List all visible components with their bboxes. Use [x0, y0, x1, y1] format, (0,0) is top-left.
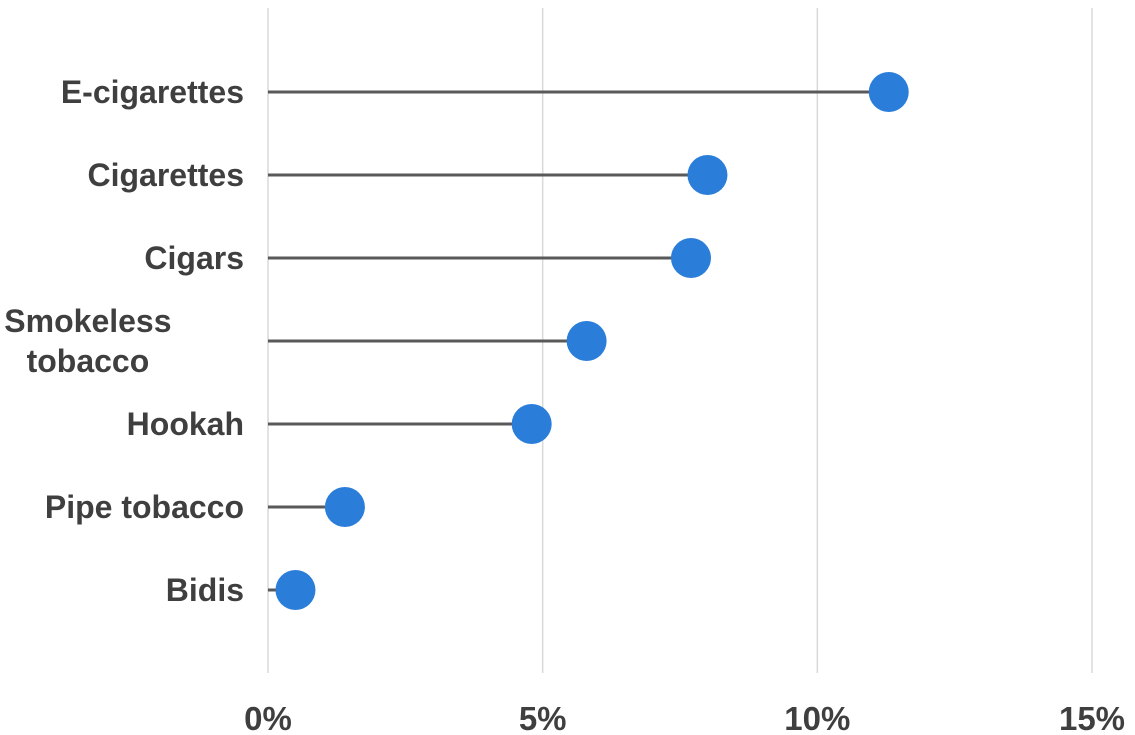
category-label: Hookah [127, 406, 244, 442]
category-label: Pipe tobacco [45, 489, 244, 525]
markers [275, 72, 909, 610]
category-label: Bidis [166, 572, 244, 608]
category-label: Cigarettes [88, 157, 245, 193]
category-label: Cigars [144, 240, 244, 276]
marker-point [670, 238, 711, 278]
x-tick-label: 5% [519, 700, 567, 735]
marker-point [868, 72, 909, 112]
marker-point [275, 570, 316, 610]
marker-point [566, 321, 607, 361]
x-tick-labels: 0% 5% 10% 15% [244, 700, 1125, 735]
x-tick-label: 15% [1059, 700, 1125, 735]
marker-point [324, 487, 365, 527]
stems [268, 90, 889, 592]
x-tick-label: 0% [244, 700, 292, 735]
category-label: E-cigarettes [61, 74, 244, 110]
x-tick-label: 10% [784, 700, 850, 735]
marker-point [687, 155, 728, 195]
marker-point [511, 404, 552, 444]
category-label: Smokeless tobacco [4, 303, 171, 379]
category-labels: E-cigarettes Cigarettes Cigars Smokeless tob… [4, 74, 244, 608]
